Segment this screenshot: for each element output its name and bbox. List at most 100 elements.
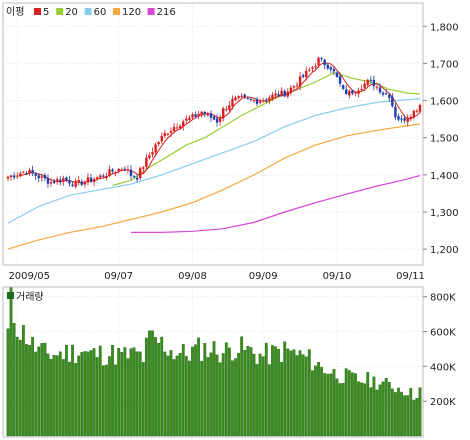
volume-bar: [332, 369, 336, 437]
legend-label-ma120: 120: [122, 7, 141, 18]
candle-body: [249, 98, 253, 100]
candle-body: [274, 93, 277, 96]
volume-bar: [341, 382, 345, 437]
candle-body: [52, 181, 56, 184]
candle-body: [117, 168, 120, 171]
candle-body: [397, 116, 400, 120]
candle-body: [388, 94, 391, 98]
candle-body: [178, 125, 182, 129]
candle-body: [74, 181, 77, 187]
volume-bar: [394, 392, 397, 437]
volume-bar: [390, 388, 394, 437]
candle-body: [317, 57, 320, 66]
volume-bar: [240, 336, 244, 437]
volume-bar: [415, 397, 419, 437]
volume-bar: [249, 347, 253, 437]
legend-swatch-ma60: [84, 8, 92, 15]
volume-bar: [154, 336, 157, 437]
candle-body: [12, 175, 16, 178]
volume-bar: [104, 364, 108, 437]
candle-body: [261, 100, 265, 102]
candle-body: [191, 114, 194, 118]
volume-bar: [86, 351, 90, 437]
candle-body: [80, 181, 83, 185]
candle-body: [335, 72, 339, 77]
candle-body: [332, 69, 336, 72]
candle-body: [234, 97, 237, 101]
candle-body: [298, 76, 302, 87]
volume-bar: [295, 355, 299, 437]
volume-bar: [68, 361, 71, 437]
candle-body: [77, 180, 80, 183]
candle-body: [369, 79, 373, 81]
candle-body: [415, 110, 419, 112]
candle-body: [375, 86, 379, 88]
volume-bar: [31, 337, 34, 437]
volume-bar: [95, 357, 99, 437]
volume-bar: [375, 389, 379, 437]
candle-body: [16, 175, 19, 177]
volume-bar: [25, 344, 28, 437]
candle-body: [40, 176, 44, 178]
legend-label-ma20: 20: [65, 7, 78, 18]
volume-bar: [52, 355, 56, 437]
volume-bar: [83, 351, 87, 437]
candle-body: [320, 58, 323, 60]
volume-bar: [132, 347, 136, 437]
volume-bar: [335, 378, 339, 437]
candle-body: [231, 98, 234, 107]
volume-bar: [6, 328, 10, 437]
candle-body: [43, 175, 47, 179]
volume-bars: [6, 287, 422, 437]
candle-body: [148, 155, 151, 159]
candle-body: [258, 101, 262, 103]
volume-bar: [218, 362, 222, 437]
volume-bar: [323, 373, 327, 437]
volume-bar: [317, 362, 320, 437]
candle-body: [378, 87, 382, 93]
candle-body: [418, 104, 422, 112]
volume-bar: [144, 337, 148, 437]
volume-bar: [21, 325, 25, 437]
volume-bar: [400, 391, 403, 437]
volume-bar: [206, 357, 210, 437]
candle-body: [311, 67, 314, 69]
volume-bar: [114, 364, 118, 437]
candle-body: [394, 106, 397, 118]
candle-body: [412, 110, 416, 118]
candle-body: [338, 76, 342, 84]
volume-bar: [277, 348, 280, 437]
volume-bar: [234, 358, 237, 437]
volume-bar: [98, 345, 102, 437]
candle-body: [363, 83, 366, 88]
volume-bar: [15, 336, 19, 437]
volume-bar: [209, 352, 213, 437]
candle-body: [99, 175, 102, 178]
candle-body: [19, 173, 22, 177]
volume-bar: [384, 377, 388, 437]
volume-bar: [363, 383, 367, 437]
candle-body: [323, 59, 326, 66]
candle-body: [182, 121, 185, 127]
candle-body: [341, 85, 345, 89]
volume-bar: [397, 387, 400, 437]
candle-body: [222, 108, 225, 119]
candle-body: [172, 126, 176, 132]
date-x-axis: 2009/05 09/07 09/08 09/09 09/10 09/11: [8, 271, 424, 282]
candle-body: [175, 127, 179, 129]
volume-bar: [258, 353, 262, 437]
volume-bar: [178, 352, 182, 437]
volume-bar: [403, 395, 407, 437]
candle-body: [252, 100, 256, 102]
volume-bar: [34, 351, 38, 437]
candle-body: [108, 169, 111, 176]
volume-bar: [203, 343, 207, 437]
price-tick-label: 1,200: [430, 245, 459, 256]
volume-legend: 거래량: [7, 291, 44, 303]
volume-bar: [166, 355, 170, 437]
volume-bar: [181, 344, 185, 437]
candle-body: [345, 89, 348, 95]
candle-body: [139, 168, 142, 179]
candle-body: [129, 169, 133, 176]
